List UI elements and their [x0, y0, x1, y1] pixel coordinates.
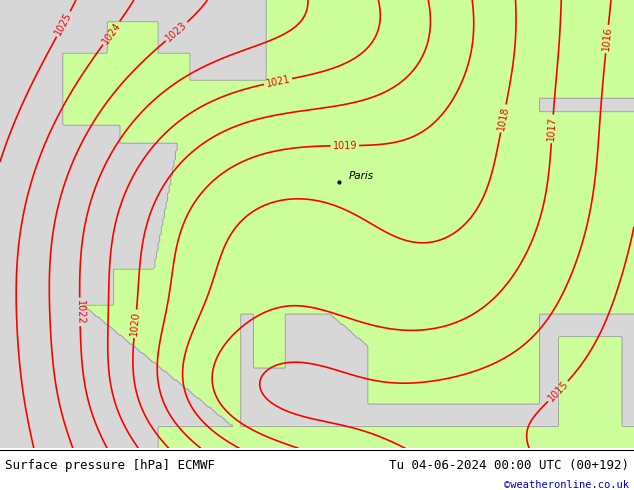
Text: Paris: Paris [349, 172, 374, 181]
Text: 1025: 1025 [53, 11, 74, 37]
Text: 1018: 1018 [496, 105, 510, 131]
Text: 1023: 1023 [164, 20, 189, 43]
Text: 1021: 1021 [265, 74, 291, 89]
Text: ©weatheronline.co.uk: ©weatheronline.co.uk [504, 480, 629, 490]
Text: Tu 04-06-2024 00:00 UTC (00+192): Tu 04-06-2024 00:00 UTC (00+192) [389, 459, 629, 471]
Text: 1024: 1024 [100, 20, 122, 46]
Text: 1022: 1022 [75, 299, 85, 324]
Text: 1020: 1020 [129, 311, 141, 337]
Text: 1019: 1019 [332, 141, 357, 151]
Text: Surface pressure [hPa] ECMWF: Surface pressure [hPa] ECMWF [5, 459, 215, 471]
Text: 1015: 1015 [546, 379, 570, 404]
Text: 1016: 1016 [601, 26, 613, 51]
Text: 1017: 1017 [547, 116, 558, 142]
